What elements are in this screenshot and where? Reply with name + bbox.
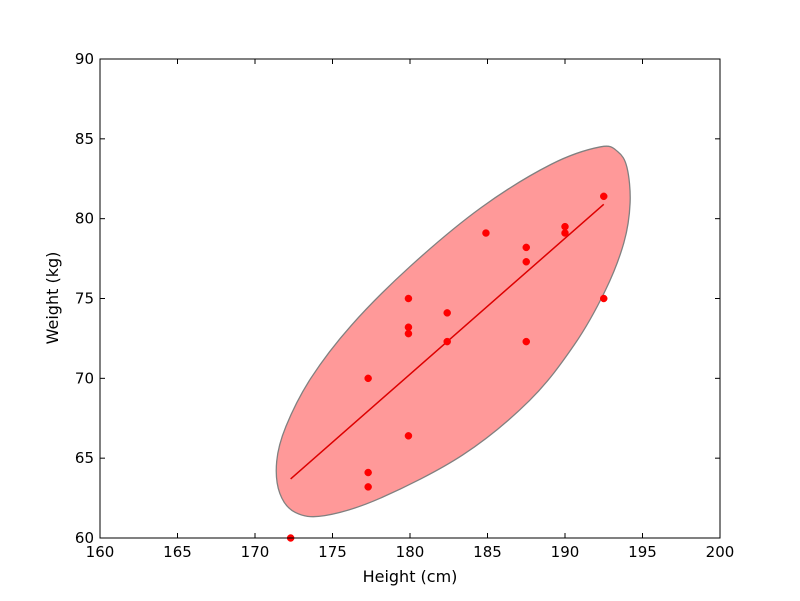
data-point-16 [600,294,608,303]
x-tick-label-200: 200 [706,543,735,561]
x-tick-label-190: 190 [551,543,580,561]
x-tick-label-195: 195 [628,543,657,561]
data-point-14 [561,229,569,237]
data-point-9 [443,309,451,317]
confidence-ellipse [275,145,631,518]
y-tick-label-65: 65 [75,449,94,467]
points-layer [286,192,608,542]
data-point-15 [561,222,569,231]
x-tick-label-170: 170 [241,543,270,561]
ellipse-layer [275,145,631,518]
y-tick-label-85: 85 [75,130,94,148]
data-point-12 [522,258,530,266]
data-point-5 [404,329,413,338]
data-point-7 [404,294,413,303]
y-axis-label: Weight (kg) [43,252,62,345]
data-point-17 [600,192,608,201]
data-point-3 [364,374,372,383]
data-point-6 [404,323,413,331]
x-tick-label-185: 185 [473,543,502,561]
labels-layer: Height (cm) Weight (kg) [43,252,457,586]
data-point-11 [522,337,530,346]
x-tick-label-165: 165 [163,543,192,561]
x-tick-label-180: 180 [396,543,425,561]
y-tick-label-70: 70 [75,369,94,387]
x-axis-label: Height (cm) [363,567,458,586]
data-point-2 [364,468,372,477]
y-tick-label-80: 80 [75,210,94,228]
y-tick-label-90: 90 [75,50,94,68]
x-tick-label-160: 160 [86,543,115,561]
data-point-13 [522,243,530,252]
data-point-8 [443,337,451,346]
x-tick-label-175: 175 [318,543,347,561]
y-tick-label-75: 75 [75,290,94,308]
data-point-10 [482,229,490,237]
axes-layer: 160 165 170 175 180 185 190 195 200 60 65 70 75 80 85 9… [75,50,734,561]
y-tick-label-60: 60 [75,529,94,547]
data-point-1 [364,483,372,491]
data-point-4 [404,432,413,440]
